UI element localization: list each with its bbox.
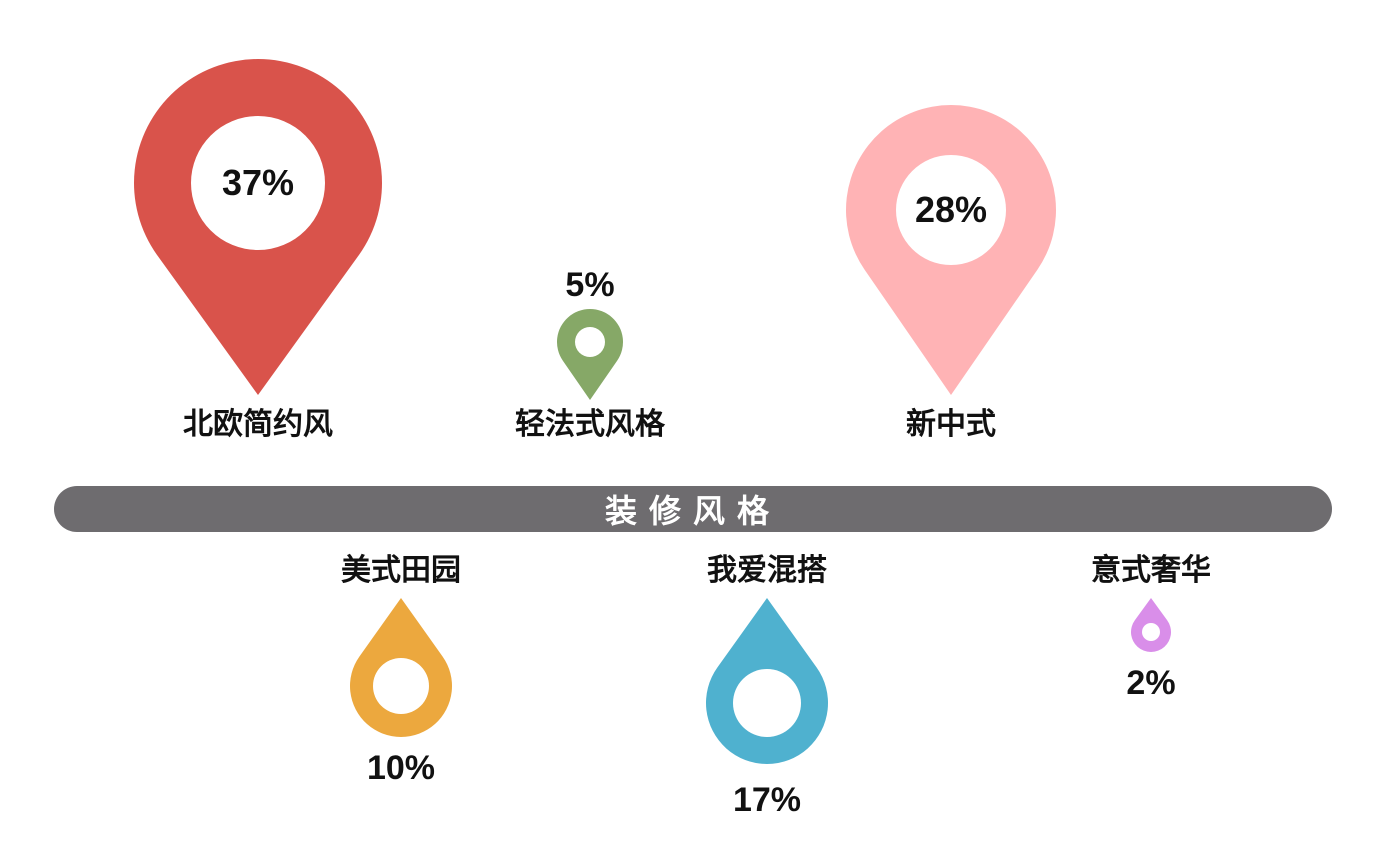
title-banner: 装修风格: [54, 486, 1332, 532]
value-label: 17%: [732, 781, 802, 819]
category-label: 北欧简约风: [183, 407, 333, 442]
value-label: 28%: [914, 189, 988, 230]
marker-hole: [373, 658, 429, 714]
marker-hole: [191, 116, 325, 250]
value-label: 10%: [366, 749, 436, 787]
marker-hole: [575, 327, 605, 357]
value-label: 5%: [565, 266, 615, 304]
marker-hole: [733, 669, 801, 737]
value-label: 37%: [221, 162, 295, 203]
category-label: 新中式: [906, 407, 996, 442]
category-label: 我爱混搭: [707, 553, 827, 588]
marker-hole: [896, 155, 1006, 265]
marker-2: [557, 309, 623, 400]
marker-3: [845, 104, 1056, 396]
category-label: 轻法式风格: [515, 407, 665, 442]
marker-hole: [1142, 623, 1160, 641]
marker-5: [706, 598, 828, 764]
marker-1: [133, 59, 382, 396]
value-label: 2%: [1126, 664, 1176, 702]
category-label: 美式田园: [341, 553, 461, 588]
category-label: 意式奢华: [1091, 553, 1211, 588]
chart-title: 装修风格: [604, 492, 781, 530]
marker-6: [1131, 598, 1171, 653]
marker-4: [350, 598, 452, 737]
